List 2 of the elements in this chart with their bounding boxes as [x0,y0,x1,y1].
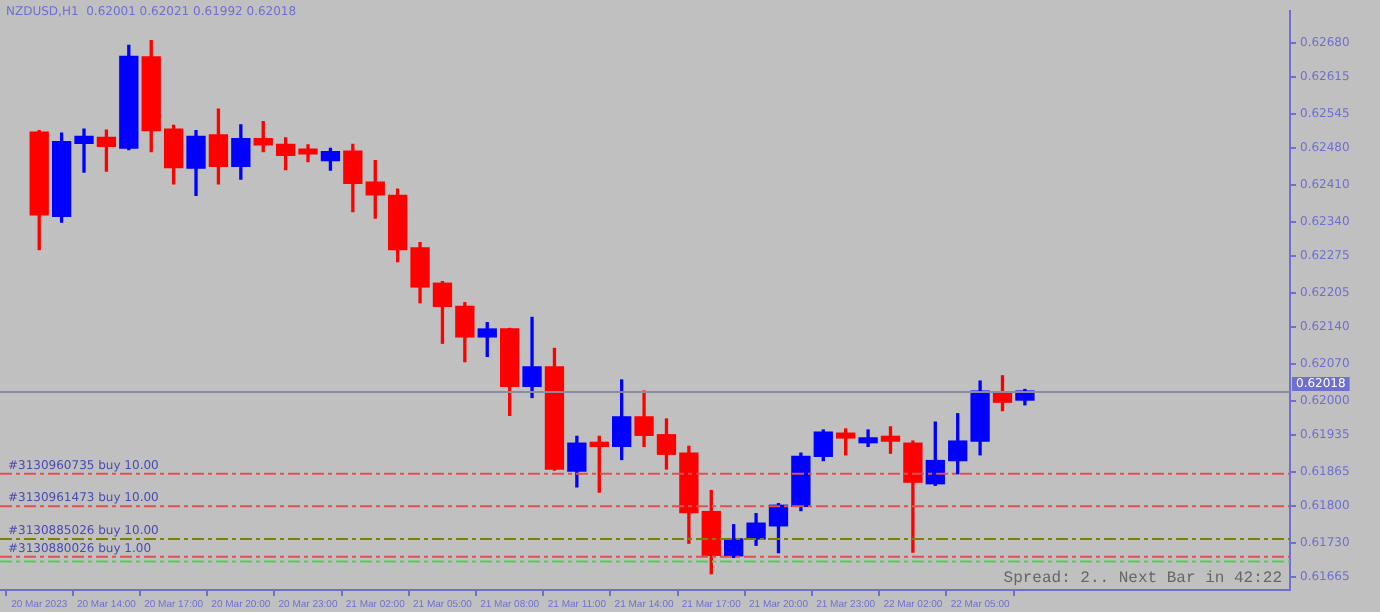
candlestick [477,322,497,358]
annotation: Spread: 2.. Next Bar in 42:22 [1003,570,1283,589]
